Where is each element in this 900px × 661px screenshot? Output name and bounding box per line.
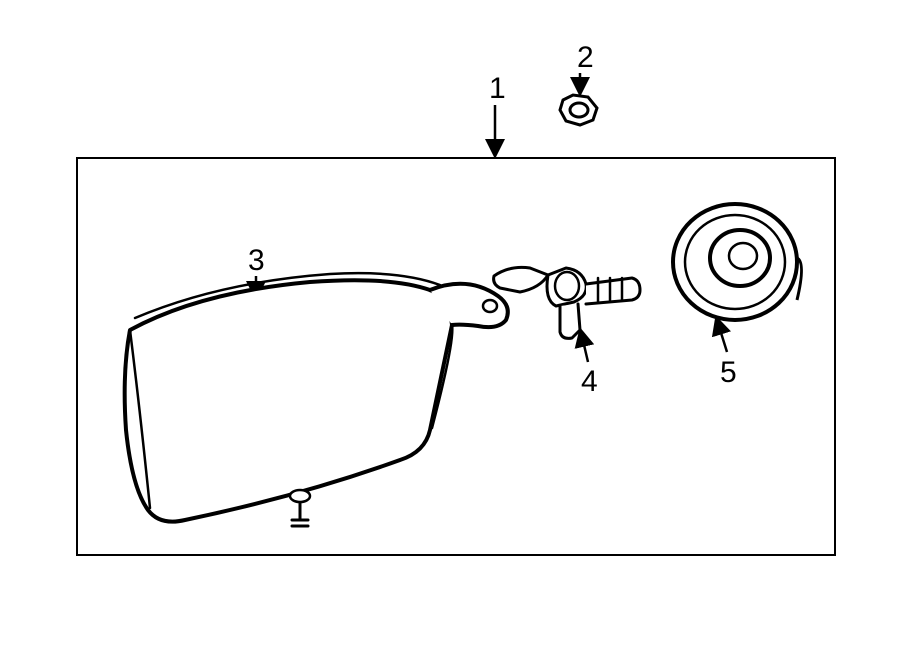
callout-label-4: 4 <box>581 367 598 397</box>
bulb-socket <box>586 278 640 304</box>
lens-mount-hole <box>483 300 497 312</box>
callout-label-3: 3 <box>248 246 265 276</box>
nut-bore <box>570 103 588 117</box>
leader-5 <box>717 320 727 352</box>
part-bulb-cover <box>673 204 802 320</box>
lens-bottom-stud-boss <box>290 490 310 502</box>
parts-diagram-svg <box>0 0 900 661</box>
part-nut <box>560 95 597 125</box>
bulb-lower-tab <box>560 304 580 338</box>
callout-label-2: 2 <box>577 43 594 73</box>
part-bulb <box>494 267 640 338</box>
callout-label-5: 5 <box>720 358 737 388</box>
callout-label-1: 1 <box>489 74 506 104</box>
bulb-glass <box>494 267 548 292</box>
lens-body <box>125 280 452 521</box>
leader-4 <box>581 332 588 362</box>
parts-diagram-canvas: 1 2 3 4 5 <box>0 0 900 661</box>
cover-center-hole <box>729 243 757 269</box>
part-headlamp-lens <box>125 273 508 526</box>
